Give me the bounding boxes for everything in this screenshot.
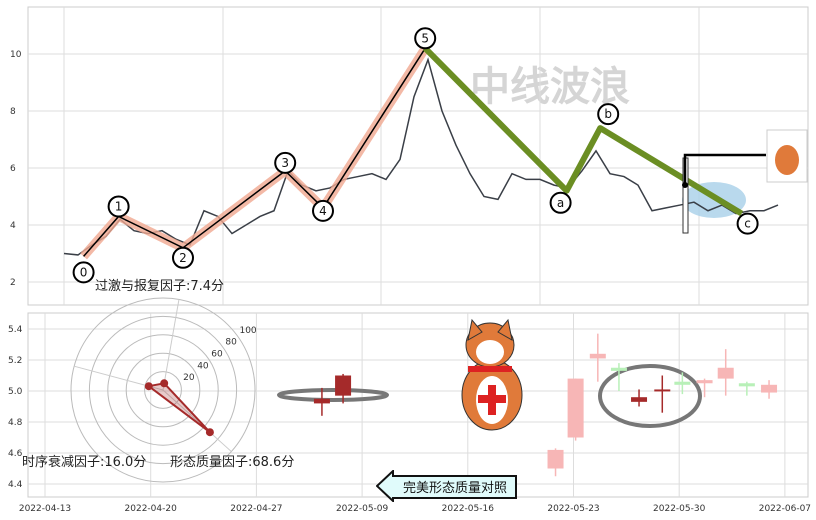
- impulse-wave-line: [83, 47, 426, 257]
- wave-point-label: 1: [115, 199, 123, 213]
- candle-body: [567, 378, 584, 438]
- x-tick-label: 2022-04-20: [125, 504, 178, 514]
- wave-point-marker: [312, 199, 334, 222]
- radar-ring-label: 20: [183, 373, 195, 383]
- wave-point-marker: [736, 212, 759, 235]
- candle-body: [696, 380, 713, 384]
- wave-point-label: c: [744, 217, 751, 231]
- wave-point-label: a: [557, 196, 564, 210]
- radar-ring: [70, 297, 256, 483]
- wave-point-label: 4: [319, 204, 327, 218]
- compare-perfect-pattern-button[interactable]: 完美形态质量对照: [376, 470, 518, 502]
- signal-dot: [682, 182, 688, 188]
- cross-icon: [478, 385, 506, 415]
- radar-ring: [88, 315, 238, 465]
- y-tick-label: 8: [10, 107, 16, 117]
- radar-ring: [125, 352, 201, 428]
- highlight-ring: [277, 388, 389, 402]
- x-tick-label: 2022-05-30: [653, 504, 706, 514]
- y-tick-label: 4: [10, 221, 16, 231]
- wave-point-marker: [107, 195, 130, 218]
- dog-ear: [497, 318, 513, 341]
- signal-connector: [683, 153, 766, 185]
- wave-point-marker: [549, 191, 572, 214]
- shiba-dog-illustration: [461, 318, 523, 431]
- candle-body: [654, 389, 671, 392]
- wave-point-marker: [172, 246, 194, 269]
- candle-body: [313, 398, 330, 404]
- y-tick-label: 10: [10, 50, 22, 60]
- arrow-left-icon: [376, 470, 517, 502]
- radar-ring: [107, 334, 219, 446]
- candle-body: [547, 449, 564, 469]
- wave-point-marker: [414, 27, 437, 50]
- dog-ear: [467, 318, 483, 341]
- y-tick-label: 2: [10, 278, 16, 288]
- y-tick-label: 6: [10, 164, 16, 174]
- y-tick-label: 4.8: [8, 418, 23, 428]
- time-decay-factor: 时序衰减因子:16.0分: [22, 454, 146, 470]
- x-tick-label: 2022-05-16: [442, 504, 495, 514]
- x-tick-label: 2022-06-07: [759, 504, 811, 514]
- bottom-panel-grid: 2022-04-13 2022-04-20 2022-04-27 2022-05-09…: [8, 312, 811, 514]
- overreaction-factor: 过激与报复因子:7.4分: [95, 279, 224, 294]
- x-tick-label: 2022-05-09: [336, 504, 389, 514]
- radar-ring-label: 60: [211, 350, 223, 360]
- candle-body: [610, 367, 627, 371]
- wave-point-label: b: [604, 107, 612, 121]
- wave-point-marker: [72, 261, 95, 284]
- top-panel-frame: [27, 6, 809, 306]
- wave-point-label: 0: [80, 265, 88, 279]
- radar-ring-label: 100: [239, 326, 256, 336]
- candlesticks: [277, 318, 778, 477]
- radar-point: [160, 379, 169, 388]
- x-tick-label: 2022-04-27: [230, 504, 282, 514]
- radar-ring-label: 40: [197, 361, 209, 371]
- wave-marks: 0 1 2 3 4 5 a b c: [63, 27, 808, 284]
- wave-point-marker: [597, 103, 620, 126]
- y-tick-label: 5.0: [8, 387, 23, 397]
- radar-axis: [162, 389, 232, 452]
- y-tick-label: 4.4: [8, 480, 23, 490]
- y-tick-label: 5.2: [8, 356, 22, 366]
- y-tick-label: 4.6: [8, 449, 23, 459]
- radar-point: [205, 428, 214, 437]
- wave-point-label: 2: [179, 251, 187, 265]
- candle-body: [631, 397, 648, 402]
- corrective-wave-line: [423, 46, 744, 217]
- x-tick-label: 2022-05-23: [547, 504, 599, 514]
- compare-button-label: 完美形态质量对照: [402, 481, 507, 496]
- candle-body: [335, 375, 352, 396]
- wave-point-label: 3: [281, 156, 289, 170]
- radar-axis: [162, 299, 180, 391]
- candle-body: [761, 384, 778, 393]
- wave-point-label: 5: [421, 31, 429, 45]
- candle-body: [674, 381, 691, 385]
- candle-body: [738, 383, 755, 387]
- highlight-ring: [598, 364, 702, 428]
- dog-face: [476, 340, 504, 364]
- watermark-text: 中线波浪: [470, 64, 630, 110]
- radar-ring: [144, 371, 182, 409]
- radar-polygon: [146, 382, 211, 434]
- pattern-quality-factor: 形态质量因子:68.6分: [170, 455, 294, 470]
- y-tick-label: 5.4: [8, 325, 23, 335]
- radar-ring-label: 80: [225, 338, 237, 348]
- candle-body: [589, 353, 606, 359]
- radar-point: [144, 382, 153, 391]
- candle-body: [717, 367, 734, 379]
- dog-collar: [468, 366, 512, 372]
- price-line: [63, 57, 779, 256]
- wave-point-marker: [274, 151, 297, 174]
- x-tick-label: 2022-04-13: [19, 504, 71, 514]
- shiba-thumbnail-icon: [775, 145, 799, 175]
